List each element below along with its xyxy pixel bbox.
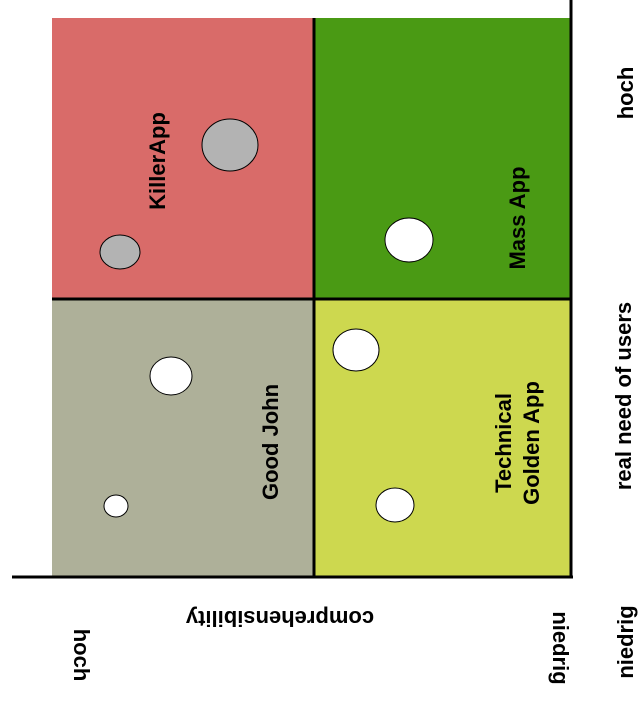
quadrant-killer-app	[52, 18, 314, 299]
label-good-john: Good John	[258, 384, 283, 500]
bubble-killerapp-small	[99, 234, 141, 270]
label-mass-app: Mass App	[505, 166, 530, 269]
label-killerapp: KillerApp	[145, 112, 170, 210]
label-golden-app: Golden App	[519, 381, 544, 505]
quadrant-mass-app	[314, 18, 570, 299]
bubble-technical-top	[332, 328, 380, 372]
bubble-good-john-small	[103, 494, 129, 518]
bubble-good-john-large	[149, 356, 193, 396]
axis-right-title: real need of users	[611, 302, 636, 490]
bubble-killerapp-large	[201, 118, 259, 172]
bubble-mass-app	[384, 217, 434, 263]
axis-bottom-low: niedrig	[548, 611, 573, 684]
quadrant-good-john	[52, 299, 314, 576]
axis-right-high: hoch	[613, 67, 638, 120]
bubble-technical-bottom	[375, 487, 415, 523]
label-technical: Technical	[491, 393, 516, 493]
axis-right-low: niedrig	[613, 605, 638, 678]
axis-bottom-title: comprehensibility	[185, 606, 374, 631]
axis-bottom-high: hoch	[69, 629, 94, 682]
